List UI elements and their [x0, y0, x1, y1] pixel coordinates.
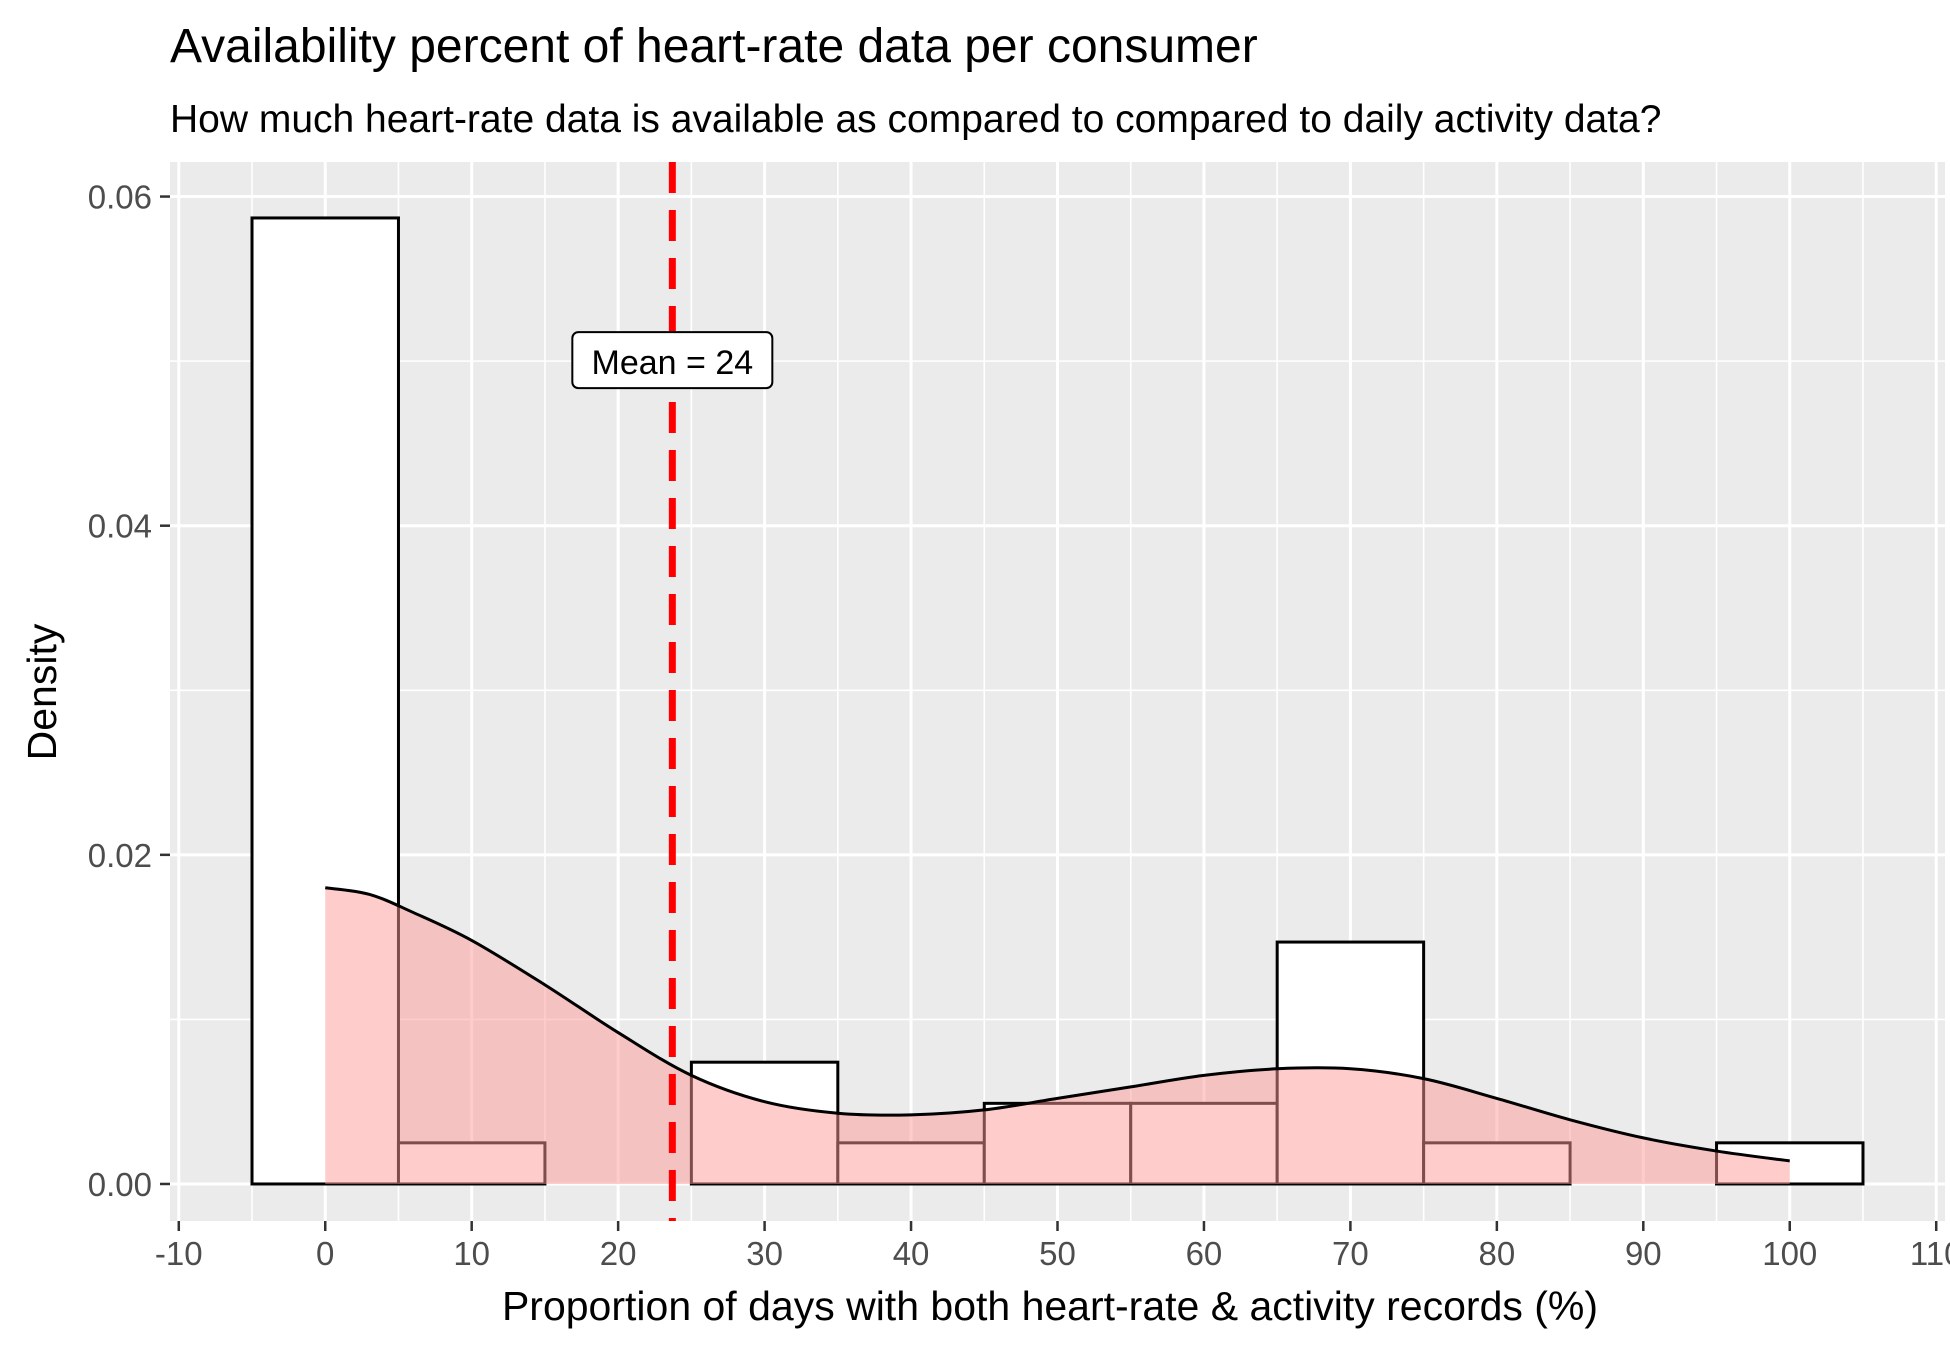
chart-title: Availability percent of heart-rate data …: [170, 20, 1258, 73]
histogram-bars: [250, 216, 1865, 1186]
mean-marker: Mean = 24: [571, 162, 774, 1221]
x-tick-label: 50: [1039, 1235, 1076, 1272]
x-tick-label: 100: [1762, 1235, 1817, 1272]
x-tick-label: 80: [1478, 1235, 1515, 1272]
y-tick-label: 0.02: [88, 837, 152, 874]
x-tick-label: 40: [893, 1235, 930, 1272]
chart-subtitle: How much heart-rate data is available as…: [170, 98, 1661, 141]
density-area: [325, 887, 1790, 1184]
x-tick-label: 30: [746, 1235, 783, 1272]
x-tick-label: 90: [1625, 1235, 1662, 1272]
x-tick-label: 70: [1332, 1235, 1369, 1272]
y-tick-label: 0.00: [88, 1166, 152, 1203]
y-tick-label: 0.04: [88, 508, 152, 545]
x-tick-label: 60: [1186, 1235, 1223, 1272]
y-tick-label: 0.06: [88, 179, 152, 216]
x-tick-label: 20: [600, 1235, 637, 1272]
density-curve-line: [325, 886, 1790, 1163]
x-tick-label: -10: [155, 1235, 203, 1272]
grid-lines: [170, 162, 1945, 1221]
mean-label: Mean = 24: [592, 344, 754, 382]
mean-label-box: [571, 331, 774, 390]
y-axis-label: Density: [19, 623, 65, 760]
axes: -10 0 10 20 30 40 50 60 70 80 90 100 110 0.00 0.02 0.04…: [88, 179, 1950, 1272]
x-axis-label: Proportion of days with both heart-rate …: [502, 1283, 1598, 1329]
x-tick-label: 0: [316, 1235, 334, 1272]
x-tick-label: 10: [453, 1235, 490, 1272]
x-tick-label: 110: [1910, 1235, 1950, 1272]
